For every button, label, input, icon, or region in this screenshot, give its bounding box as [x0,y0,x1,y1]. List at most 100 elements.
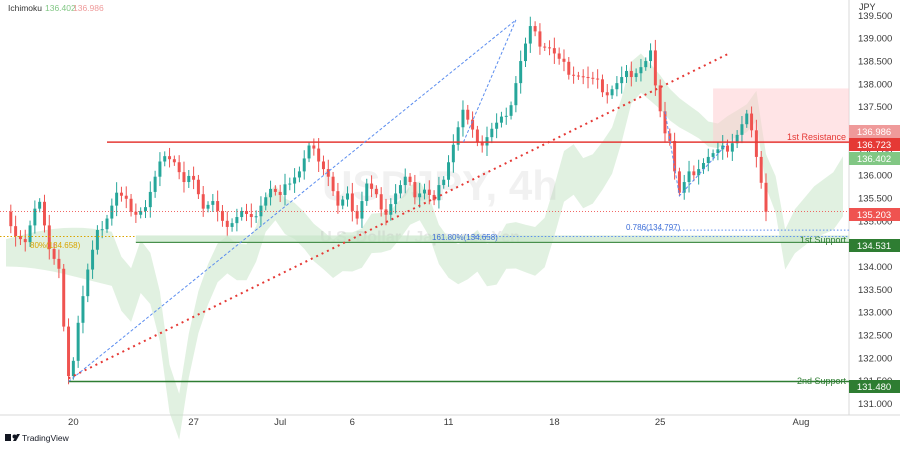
candle-body [312,145,316,149]
candle-body [326,169,330,177]
candle-body [47,225,51,249]
candle-body [653,50,657,86]
y-tick-label: 137.500 [858,102,892,113]
candle-body [750,113,754,131]
candle-body [52,248,56,259]
candle-body [28,225,32,243]
price-tag-136723: 136.723 [849,138,900,151]
y-tick-label: 131.000 [858,399,892,410]
candle-body [389,204,393,215]
y-tick-label: 132.500 [858,330,892,341]
x-tick-label: Aug [793,417,810,428]
candle-body [86,269,90,297]
candle-body [62,268,66,327]
candle-body [273,188,277,192]
candle-body [259,205,263,217]
candle-body [230,223,234,227]
candle-body [91,249,95,270]
candle-body [379,194,383,210]
candle-body [677,171,681,193]
candle-body [168,156,172,160]
candle-body [504,115,508,117]
candle-body [697,169,701,176]
candle-body [596,78,600,80]
candle-body [23,239,27,243]
candle-body [76,322,80,361]
svg-text:135.203: 135.203 [857,210,891,221]
candle-body [317,148,321,162]
candle-body [187,175,191,183]
price-tag-131480: 131.480 [849,380,900,393]
y-tick-label: 133.000 [858,308,892,319]
candle-body [67,326,71,377]
candle-body [663,111,667,134]
candle-body [605,92,609,96]
candle-body [600,79,604,93]
candle-body [254,216,258,218]
candle-body [716,149,720,154]
price-tag-135203: 135.203 [849,208,900,221]
candle-body [721,145,725,150]
indicator-name[interactable]: Ichimoku [8,3,42,13]
candle-body [615,83,619,90]
candle-body [365,183,369,202]
y-tick-label: 138.500 [858,57,892,68]
y-tick-label: 138.000 [858,79,892,90]
candle-body [100,229,104,231]
candle-body [321,161,325,170]
svg-text:136.986: 136.986 [857,127,891,138]
candle-body [264,197,268,206]
candle-body [288,183,292,185]
candle-body [341,199,345,206]
candle-body [350,193,354,211]
candles [9,16,768,385]
candle-body [495,122,499,129]
indicator-value-1: 136.402 [45,3,76,13]
candle-body [153,176,157,192]
time-axis[interactable]: 20 27 Jul 6 11 18 25 Aug [68,417,809,428]
candle-body [18,236,22,240]
candle-body [562,58,566,62]
candle-body [466,109,470,120]
candle-body [726,145,730,152]
candle-body [692,171,696,176]
candle-body [658,85,662,112]
fib-label-80: 80%(134.658) [30,241,81,250]
candle-body [682,182,686,193]
y-tick-label: 134.000 [858,262,892,273]
candle-body [572,74,576,76]
candle-body [139,210,143,215]
price-tag-136986: 136.986 [849,125,900,138]
price-tag-134531: 134.531 [849,239,900,252]
candle-body [249,213,253,218]
candle-body [567,61,571,75]
candle-body [581,76,585,78]
candle-body [548,47,552,49]
support-zone [135,235,849,243]
ichimoku-cloud [6,53,849,440]
candle-body [148,191,152,208]
candle-body [182,172,186,183]
candle-body [278,191,282,195]
fib-label-1618: 161.80%(134.658) [432,233,498,242]
price-axis[interactable]: 131.000131.500132.000132.500133.000133.5… [858,11,892,410]
candle-body [610,89,614,96]
candle-body [355,210,359,219]
candle-body [370,183,374,189]
candle-body [144,207,147,211]
currency-label: JPY [859,2,876,12]
candle-body [9,211,13,227]
y-tick-label: 133.500 [858,285,892,296]
candle-body [124,195,128,199]
candle-body [245,210,248,214]
candle-body [586,77,590,79]
candle-body [206,204,210,209]
candle-body [201,194,205,209]
candle-body [528,26,532,44]
tradingview-logo[interactable]: TradingView [5,433,70,443]
candle-body [297,171,301,178]
candle-body [649,50,653,62]
candle-body [384,209,388,215]
